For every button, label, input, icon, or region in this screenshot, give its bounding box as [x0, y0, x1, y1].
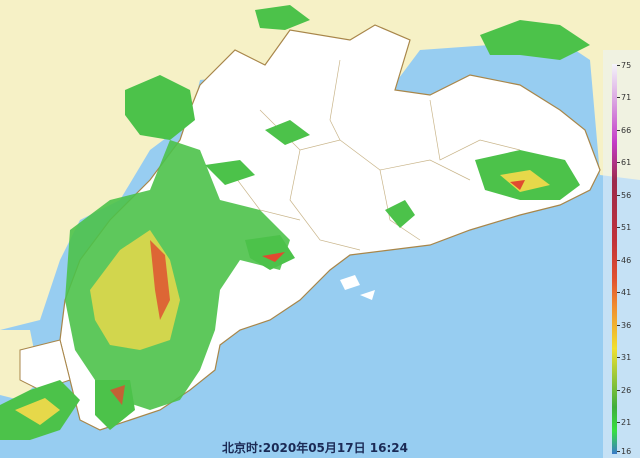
echo-strong-west: [150, 240, 170, 320]
echo-weak-mid: [385, 200, 415, 228]
echo-weak-ne: [480, 20, 590, 60]
echo-weak-coast: [95, 380, 135, 430]
echo-weak-top: [255, 5, 310, 30]
echo-strong-east: [510, 180, 525, 190]
color-scale-bar: [612, 64, 617, 454]
echo-weak-nw: [125, 75, 195, 140]
legend-tick: 41: [617, 289, 631, 297]
echo-strong-coast: [110, 385, 125, 405]
echo-weak-center: [245, 235, 295, 270]
internal-boundaries: [229, 59, 521, 251]
legend-tick: 16: [617, 448, 631, 456]
echo-moderate-east: [500, 170, 550, 192]
legend-tick: 56: [617, 192, 631, 200]
legend-tick: 75: [617, 62, 631, 70]
echo-weak-n: [205, 160, 255, 185]
radar-echoes: [0, 5, 590, 440]
echo-moderate-sw: [15, 398, 60, 425]
echo-weak-n2: [265, 120, 310, 145]
legend-tick: 31: [617, 354, 631, 362]
reflectivity-legend: 75 71 66 61 56 51 46 41 36 31 26 21 16: [603, 50, 640, 458]
legend-tick: 46: [617, 257, 631, 265]
legend-tick: 36: [617, 322, 631, 330]
legend-tick: 26: [617, 387, 631, 395]
timestamp-label: 北京时:2020年05月17日 16:24: [222, 441, 408, 455]
legend-tick: 51: [617, 224, 631, 232]
islands: [340, 275, 375, 300]
legend-tick: 21: [617, 419, 631, 427]
legend-tick: 61: [617, 159, 631, 167]
legend-tick: 66: [617, 127, 631, 135]
echo-strong-center: [262, 252, 285, 262]
legend-tick: 71: [617, 94, 631, 102]
